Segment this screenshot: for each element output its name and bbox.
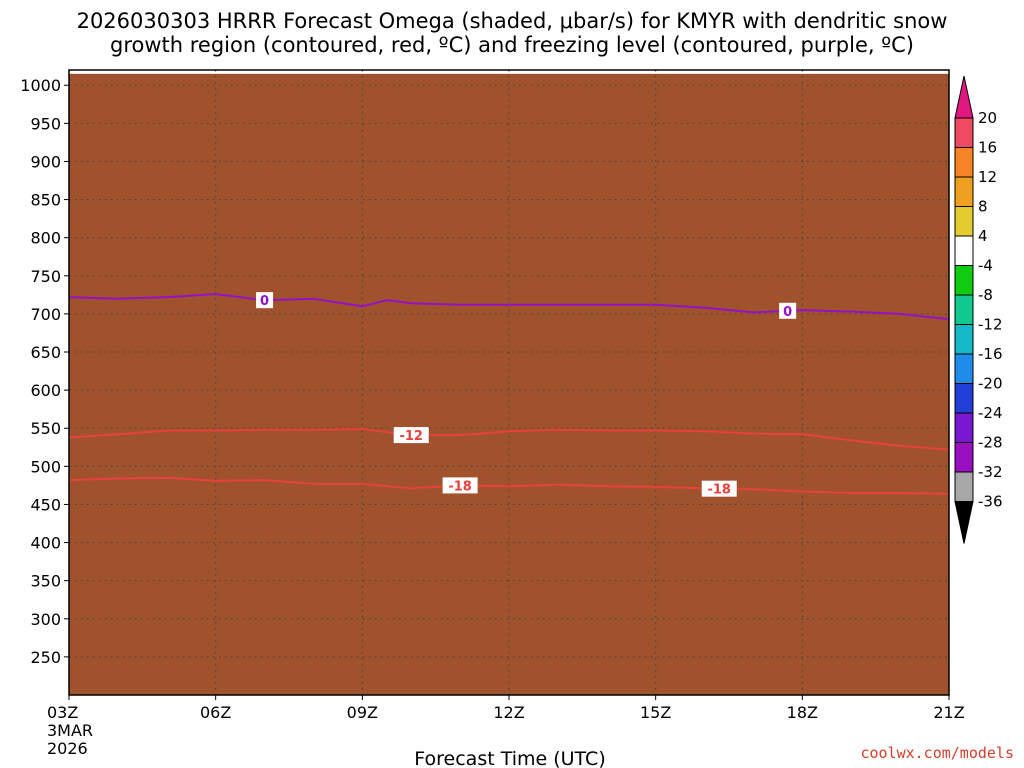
- colorbar-swatch: [954, 176, 974, 207]
- contour-label: -18: [448, 479, 472, 494]
- colorbar-tick-label: 20: [978, 109, 997, 127]
- colorbar-tick-label: -12: [978, 316, 1003, 334]
- x-tick-label: 03Z: [47, 703, 78, 722]
- y-tick-label: 550: [30, 419, 61, 438]
- y-tick-label: 950: [30, 114, 61, 133]
- colorbar-top-arrow: [954, 75, 974, 119]
- y-tick-label: 1000: [20, 76, 61, 95]
- contour-label: -12: [399, 429, 423, 444]
- colorbar-tick-label: 4: [978, 227, 988, 245]
- x-tick-label: 21Z: [933, 703, 964, 722]
- credit-text: coolwx.com/models: [860, 744, 1014, 762]
- x-axis-label: Forecast Time (UTC): [414, 748, 605, 768]
- x-tick-year: 2026: [47, 739, 88, 758]
- colorbar-swatch: [954, 294, 974, 325]
- title-line-1: 2026030303 HRRR Forecast Omega (shaded, …: [76, 9, 948, 33]
- contour-label: -18: [707, 483, 731, 498]
- contour-label-bg: [393, 427, 429, 444]
- contours: -18 -18 -12 0 0: [68, 292, 950, 498]
- colorbar-tick-label: -16: [978, 345, 1003, 363]
- colorbar-swatch: [954, 265, 974, 296]
- contour-label-bg: [779, 302, 797, 319]
- contour-label-bg: [256, 292, 274, 309]
- y-tick-label: 350: [30, 572, 61, 591]
- terrain-strip: [69, 73, 949, 695]
- colorbar-tick-label: -36: [978, 493, 1003, 511]
- y-tick-label: 800: [30, 229, 61, 248]
- colorbar-swatch: [954, 324, 974, 355]
- y-tick-label: 650: [30, 343, 61, 362]
- y-tick-label: 600: [30, 381, 61, 400]
- colorbar-tick-label: 16: [978, 139, 997, 157]
- colorbar-tick-label: 12: [978, 168, 997, 186]
- colorbar: 20 16 12 8 4 -4 -8 -12 -16 -20 -24 -28 -32 -36: [954, 75, 1003, 544]
- x-tick-date: 3MAR: [47, 721, 93, 740]
- contour-label-bg: [701, 480, 737, 497]
- contour-2: [68, 427, 950, 451]
- contour-label: 0: [783, 305, 792, 320]
- y-tick-label: 250: [30, 648, 61, 667]
- colorbar-bottom-arrow: [954, 501, 974, 544]
- contour-label: 0: [260, 294, 269, 309]
- colorbar-tick-label: -8: [978, 286, 993, 304]
- grid: [69, 70, 949, 695]
- y-tick-label: 500: [30, 457, 61, 476]
- colorbar-swatch: [954, 117, 974, 148]
- y-tick-label: 300: [30, 610, 61, 629]
- colorbar-swatch: [954, 147, 974, 178]
- x-tick-label: 09Z: [347, 703, 378, 722]
- colorbar-swatch: [954, 235, 974, 266]
- contour-label-bg: [442, 477, 478, 494]
- colorbar-swatch: [954, 383, 974, 414]
- y-tick-label: 700: [30, 305, 61, 324]
- colorbar-swatch: [954, 206, 974, 237]
- y-axis: 250 300 350 400 450 500 550 600 650 700 750 800 850 9…: [20, 76, 69, 667]
- colorbar-tick-label: -32: [978, 463, 1003, 481]
- y-tick-label: 750: [30, 267, 61, 286]
- colorbar-swatch: [954, 412, 974, 443]
- contour-1: [68, 476, 950, 495]
- colorbar-swatch: [954, 353, 974, 384]
- colorbar-tick-label: -20: [978, 375, 1003, 393]
- x-tick-label: 12Z: [493, 703, 524, 722]
- y-tick-label: 850: [30, 191, 61, 210]
- x-tick-label: 15Z: [640, 703, 671, 722]
- colorbar-tick-label: -28: [978, 434, 1003, 452]
- colorbar-tick-label: 8: [978, 198, 988, 216]
- y-tick-label: 900: [30, 152, 61, 171]
- y-tick-label: 450: [30, 495, 61, 514]
- y-tick-label: 400: [30, 534, 61, 553]
- colorbar-tick-label: -24: [978, 404, 1003, 422]
- terrain: [69, 73, 949, 695]
- x-tick-label: 06Z: [200, 703, 231, 722]
- title-line-2: growth region (contoured, red, ºC) and f…: [110, 33, 914, 57]
- colorbar-swatch: [954, 442, 974, 473]
- x-tick-label: 18Z: [787, 703, 818, 722]
- colorbar-tick-label: -4: [978, 257, 993, 275]
- colorbar-swatch: [954, 471, 974, 502]
